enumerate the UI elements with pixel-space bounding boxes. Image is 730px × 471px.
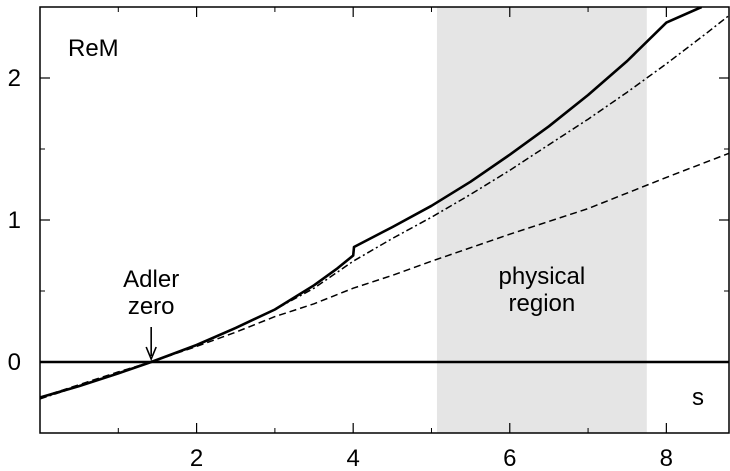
physical-region-label-line: region	[509, 290, 576, 317]
adler-zero-label-line: Adler	[123, 266, 179, 293]
axis-layer	[39, 6, 730, 434]
y-axis-label: ReM	[68, 35, 119, 62]
adler-zero-arrow-head	[145, 346, 157, 362]
x-axis-label: s	[692, 384, 704, 411]
y-tick-label: 2	[8, 65, 21, 92]
series-layer	[40, 7, 729, 400]
series-line-dashdot	[40, 14, 729, 400]
x-tick-label: 8	[660, 445, 673, 471]
x-tick-label: 6	[503, 445, 516, 471]
y-tick-label: 1	[8, 207, 21, 234]
series-line-dashed	[40, 152, 729, 399]
x-tick-label: 2	[190, 445, 203, 471]
y-tick-label: 0	[8, 349, 21, 376]
physical-region-label-line: physical	[499, 263, 586, 290]
x-tick-label: 4	[347, 445, 360, 471]
adler-zero-label-line: zero	[128, 293, 175, 320]
